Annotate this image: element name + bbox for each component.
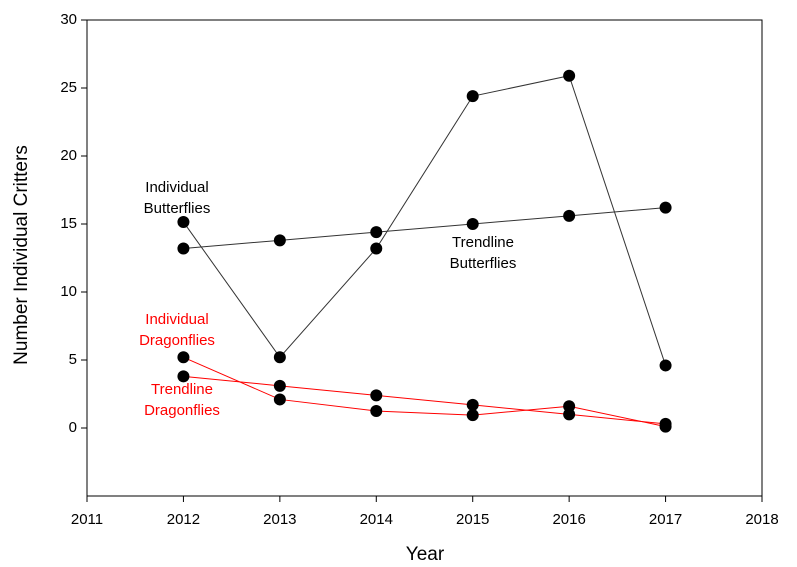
- x-tick-label: 2014: [360, 511, 393, 528]
- annotation: Butterflies: [144, 200, 211, 217]
- y-tick-label: 0: [69, 419, 77, 436]
- x-tick-label: 2015: [456, 511, 489, 528]
- data-point: [273, 379, 286, 392]
- data-point: [466, 409, 479, 422]
- data-point: [659, 417, 672, 430]
- data-point: [563, 69, 576, 82]
- data-point: [177, 370, 190, 383]
- x-tick-label: 2018: [745, 511, 778, 528]
- annotation: Dragonflies: [139, 332, 215, 349]
- y-tick-label: 25: [60, 79, 77, 96]
- series-line: [183, 75, 667, 366]
- annotation: Trendline: [452, 234, 514, 251]
- y-tick-label: 10: [60, 283, 77, 300]
- data-point: [370, 389, 383, 402]
- annotation: Trendline: [151, 381, 213, 398]
- y-tick-label: 5: [69, 351, 77, 368]
- data-point: [370, 405, 383, 417]
- data-point: [177, 215, 190, 228]
- x-tick-label: 2011: [71, 511, 103, 528]
- data-point: [659, 359, 672, 372]
- series-line: [183, 207, 666, 249]
- data-point: [466, 398, 479, 411]
- plot-frame: [86, 19, 763, 497]
- series-line: [183, 375, 666, 425]
- y-tick-label: 15: [60, 215, 77, 232]
- data-point: [563, 209, 576, 222]
- annotation: Individual: [145, 179, 208, 196]
- data-point: [466, 90, 479, 103]
- x-tick-label: 2017: [649, 511, 682, 528]
- data-point: [659, 201, 672, 214]
- y-axis-title: Number Individual Critters: [11, 145, 32, 365]
- data-point: [177, 351, 190, 364]
- annotation: Dragonflies: [144, 402, 220, 419]
- series-line: [183, 356, 666, 428]
- annotation: Butterflies: [450, 255, 517, 272]
- x-tick-label: 2013: [263, 511, 296, 528]
- data-point: [177, 242, 190, 255]
- data-point: [466, 218, 479, 230]
- annotation: Individual: [145, 311, 208, 328]
- data-point: [563, 408, 576, 421]
- x-tick-label: 2016: [552, 511, 585, 528]
- y-tick-label: 20: [60, 147, 77, 164]
- x-tick-label: 2012: [167, 511, 200, 528]
- data-point: [273, 393, 286, 406]
- data-point: [370, 242, 383, 255]
- data-point: [370, 226, 383, 239]
- data-point: [273, 351, 286, 364]
- y-tick-label: 30: [60, 11, 77, 28]
- data-point: [273, 234, 286, 247]
- x-axis-title: Year: [406, 544, 445, 565]
